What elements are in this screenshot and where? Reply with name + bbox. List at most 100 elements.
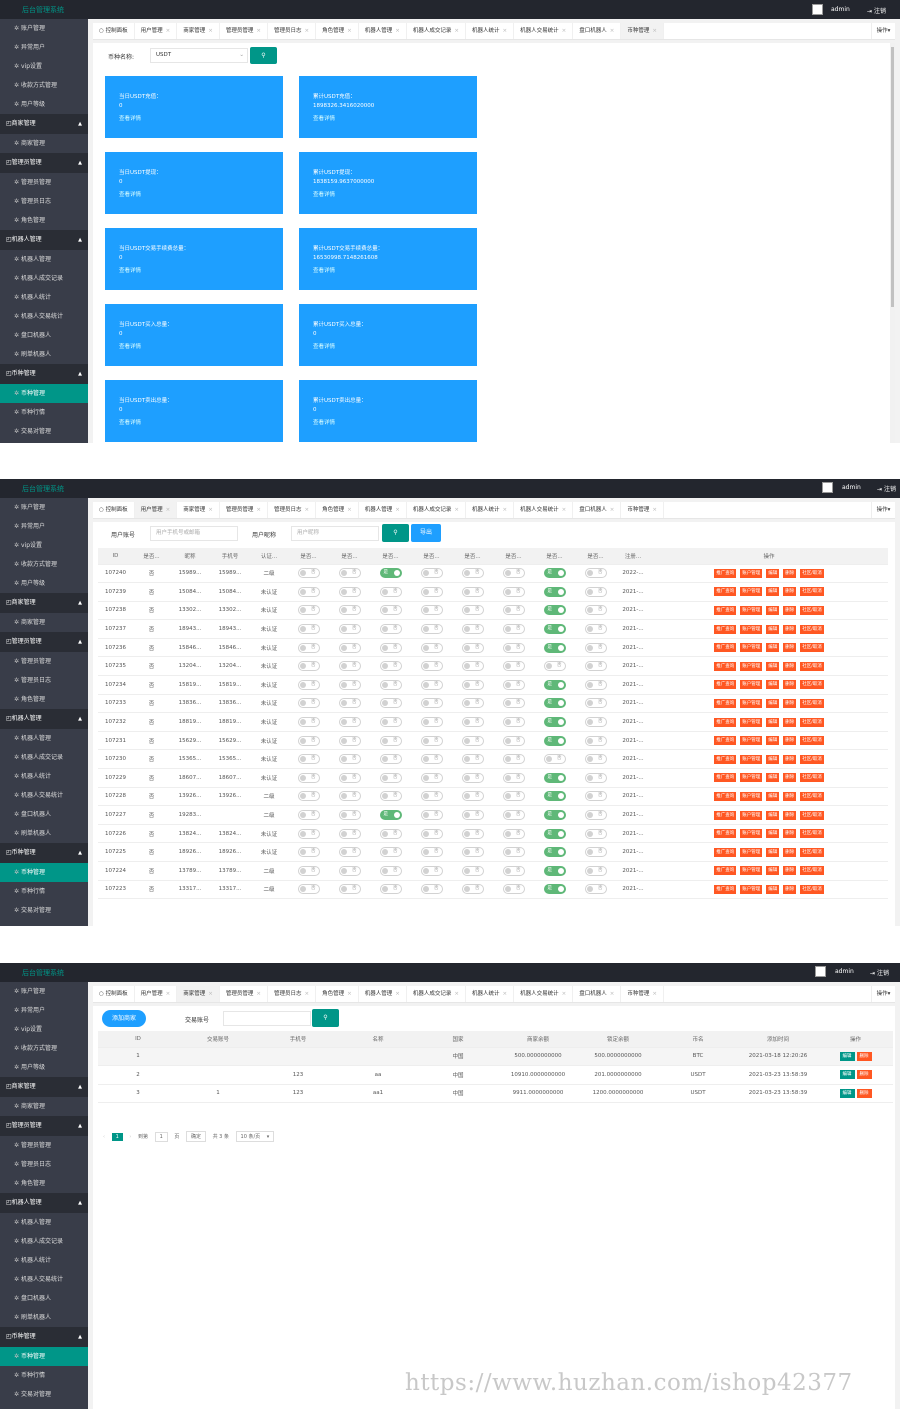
toggle-switch[interactable]: 否 <box>379 586 402 597</box>
sidebar-item[interactable]: ✲ 刷单机器人 <box>0 824 88 843</box>
toggle-switch[interactable]: 否 <box>297 754 320 765</box>
view-detail-link[interactable]: 查看详情 <box>313 116 336 122</box>
tab-6[interactable]: 机器人管理 × <box>359 502 407 518</box>
action-button[interactable]: 编辑 <box>766 866 780 876</box>
admin-user[interactable]: admin <box>831 6 850 13</box>
tab-11[interactable]: 币种管理 × <box>621 502 664 518</box>
toggle-switch[interactable]: 否 <box>338 735 361 746</box>
close-icon[interactable]: × <box>165 507 171 513</box>
sidebar-item[interactable]: ✲ vip设置 <box>0 1020 88 1039</box>
view-detail-link[interactable]: 查看详情 <box>119 268 142 274</box>
action-button[interactable]: 账户管理 <box>740 568 763 578</box>
action-button[interactable]: 删除 <box>783 624 797 634</box>
action-button[interactable]: 推广查询 <box>714 698 737 708</box>
action-button[interactable]: 账户管理 <box>740 661 763 671</box>
column-header[interactable]: 认证... <box>250 548 288 565</box>
sidebar-item[interactable]: ✲ 账户管理 <box>0 19 88 38</box>
tab-ops-button[interactable]: 操作▾ <box>871 23 895 39</box>
sidebar-item[interactable]: ✲ 商家管理 <box>0 134 88 153</box>
toggle-switch[interactable]: 否 <box>502 605 525 616</box>
page-current[interactable]: 1 <box>111 1132 123 1141</box>
sidebar-item[interactable]: ✲ 商家管理 <box>0 613 88 632</box>
toggle-switch[interactable]: 否 <box>420 568 443 579</box>
toggle-switch[interactable]: 否 <box>502 568 525 579</box>
sidebar-item[interactable]: ✲ 用户等级 <box>0 95 88 114</box>
action-button[interactable]: 社区/取消 <box>800 810 824 820</box>
toggle-switch[interactable]: 否 <box>379 679 402 690</box>
toggle-switch[interactable]: 否 <box>297 586 320 597</box>
sidebar-item[interactable]: ✲ 用户等级 <box>0 574 88 593</box>
sidebar-item[interactable]: ✲ 商家管理 <box>0 1097 88 1116</box>
action-button[interactable]: 删除 <box>783 773 797 783</box>
action-button[interactable]: 推广查询 <box>714 605 737 615</box>
action-button[interactable]: 账户管理 <box>740 810 763 820</box>
toggle-switch[interactable]: 否 <box>297 828 320 839</box>
column-header[interactable]: 锁定余额 <box>578 1031 658 1048</box>
tab-0[interactable]: ○ 控制面板 <box>93 23 135 39</box>
toggle-switch[interactable]: 否 <box>461 642 484 653</box>
toggle-switch[interactable]: 否 <box>502 847 525 858</box>
tab-9[interactable]: 机器人交易统计 × <box>514 986 574 1002</box>
action-button[interactable]: 推广查询 <box>714 661 737 671</box>
toggle-switch[interactable]: 否 <box>461 772 484 783</box>
toggle-switch[interactable]: 否 <box>297 661 320 672</box>
toggle-switch[interactable]: 否 <box>502 772 525 783</box>
tab-7[interactable]: 机器人成交记录 × <box>407 986 466 1002</box>
tab-10[interactable]: 盘口机器人 × <box>573 23 622 39</box>
close-icon[interactable]: × <box>454 28 459 34</box>
action-button[interactable]: 账户管理 <box>740 717 763 727</box>
toggle-switch[interactable]: 否 <box>338 698 361 709</box>
toggle-switch[interactable]: 否 <box>502 735 525 746</box>
toggle-switch[interactable]: 否 <box>297 679 320 690</box>
view-detail-link[interactable]: 查看详情 <box>313 420 336 426</box>
toggle-switch[interactable]: 否 <box>584 847 607 858</box>
action-button[interactable]: 账户管理 <box>740 754 763 764</box>
scrollbar[interactable] <box>890 43 895 443</box>
action-button[interactable]: 删除 <box>783 810 797 820</box>
sidebar-item[interactable]: ✲ 交易对管理 <box>0 901 88 920</box>
avatar[interactable] <box>812 4 823 15</box>
action-button[interactable]: 社区/取消 <box>800 866 824 876</box>
column-header[interactable]: 是否... <box>370 548 411 565</box>
toggle-switch[interactable]: 否 <box>461 754 484 765</box>
action-button[interactable]: 删除 <box>783 698 797 708</box>
toggle-switch[interactable]: 是 <box>543 865 566 876</box>
column-header[interactable]: 是否... <box>411 548 452 565</box>
toggle-switch[interactable]: 是 <box>379 568 402 579</box>
action-button[interactable]: 社区/取消 <box>800 791 824 801</box>
action-button[interactable]: 推广查询 <box>714 754 737 764</box>
tab-4[interactable]: 管理员日志 × <box>268 502 317 518</box>
account-input[interactable]: 用户手机号或邮箱 <box>150 526 238 541</box>
sidebar-item[interactable]: ✲ 机器人管理 <box>0 250 88 269</box>
search-button[interactable]: ⚲ <box>382 524 409 542</box>
tab-5[interactable]: 角色管理 × <box>316 502 359 518</box>
sidebar-item[interactable]: ✲ 盘口机器人 <box>0 805 88 824</box>
sidebar-item[interactable]: ✲ 币种管理 <box>0 384 88 403</box>
action-button[interactable]: 账户管理 <box>740 698 763 708</box>
toggle-switch[interactable]: 否 <box>584 772 607 783</box>
action-button[interactable]: 社区/取消 <box>800 773 824 783</box>
column-header[interactable]: 是否... <box>575 548 616 565</box>
toggle-switch[interactable]: 否 <box>338 847 361 858</box>
action-button[interactable]: 编辑 <box>766 736 780 746</box>
toggle-switch[interactable]: 是 <box>543 642 566 653</box>
close-icon[interactable]: × <box>652 28 657 34</box>
column-header[interactable]: ID <box>98 1031 178 1048</box>
tab-5[interactable]: 角色管理 × <box>316 23 359 39</box>
action-button[interactable]: 账户管理 <box>740 847 763 857</box>
toggle-switch[interactable]: 否 <box>338 884 361 895</box>
toggle-switch[interactable]: 是 <box>543 847 566 858</box>
tab-5[interactable]: 角色管理 × <box>316 986 359 1002</box>
sidebar-group[interactable]: ◰商家管理 ▲ <box>0 1077 88 1097</box>
sidebar-item[interactable]: ✲ 异常用户 <box>0 517 88 536</box>
toggle-switch[interactable]: 是 <box>543 828 566 839</box>
toggle-switch[interactable]: 否 <box>543 754 566 765</box>
toggle-switch[interactable]: 是 <box>543 735 566 746</box>
action-button[interactable]: 社区/取消 <box>800 643 824 653</box>
close-icon[interactable]: × <box>502 507 508 513</box>
sidebar-item[interactable]: ✲ 机器人成交记录 <box>0 748 88 767</box>
toggle-switch[interactable]: 否 <box>379 865 402 876</box>
action-button[interactable]: 删除 <box>783 736 797 746</box>
sidebar-item[interactable]: ✲ 机器人成交记录 <box>0 1232 88 1251</box>
toggle-switch[interactable]: 否 <box>584 754 607 765</box>
